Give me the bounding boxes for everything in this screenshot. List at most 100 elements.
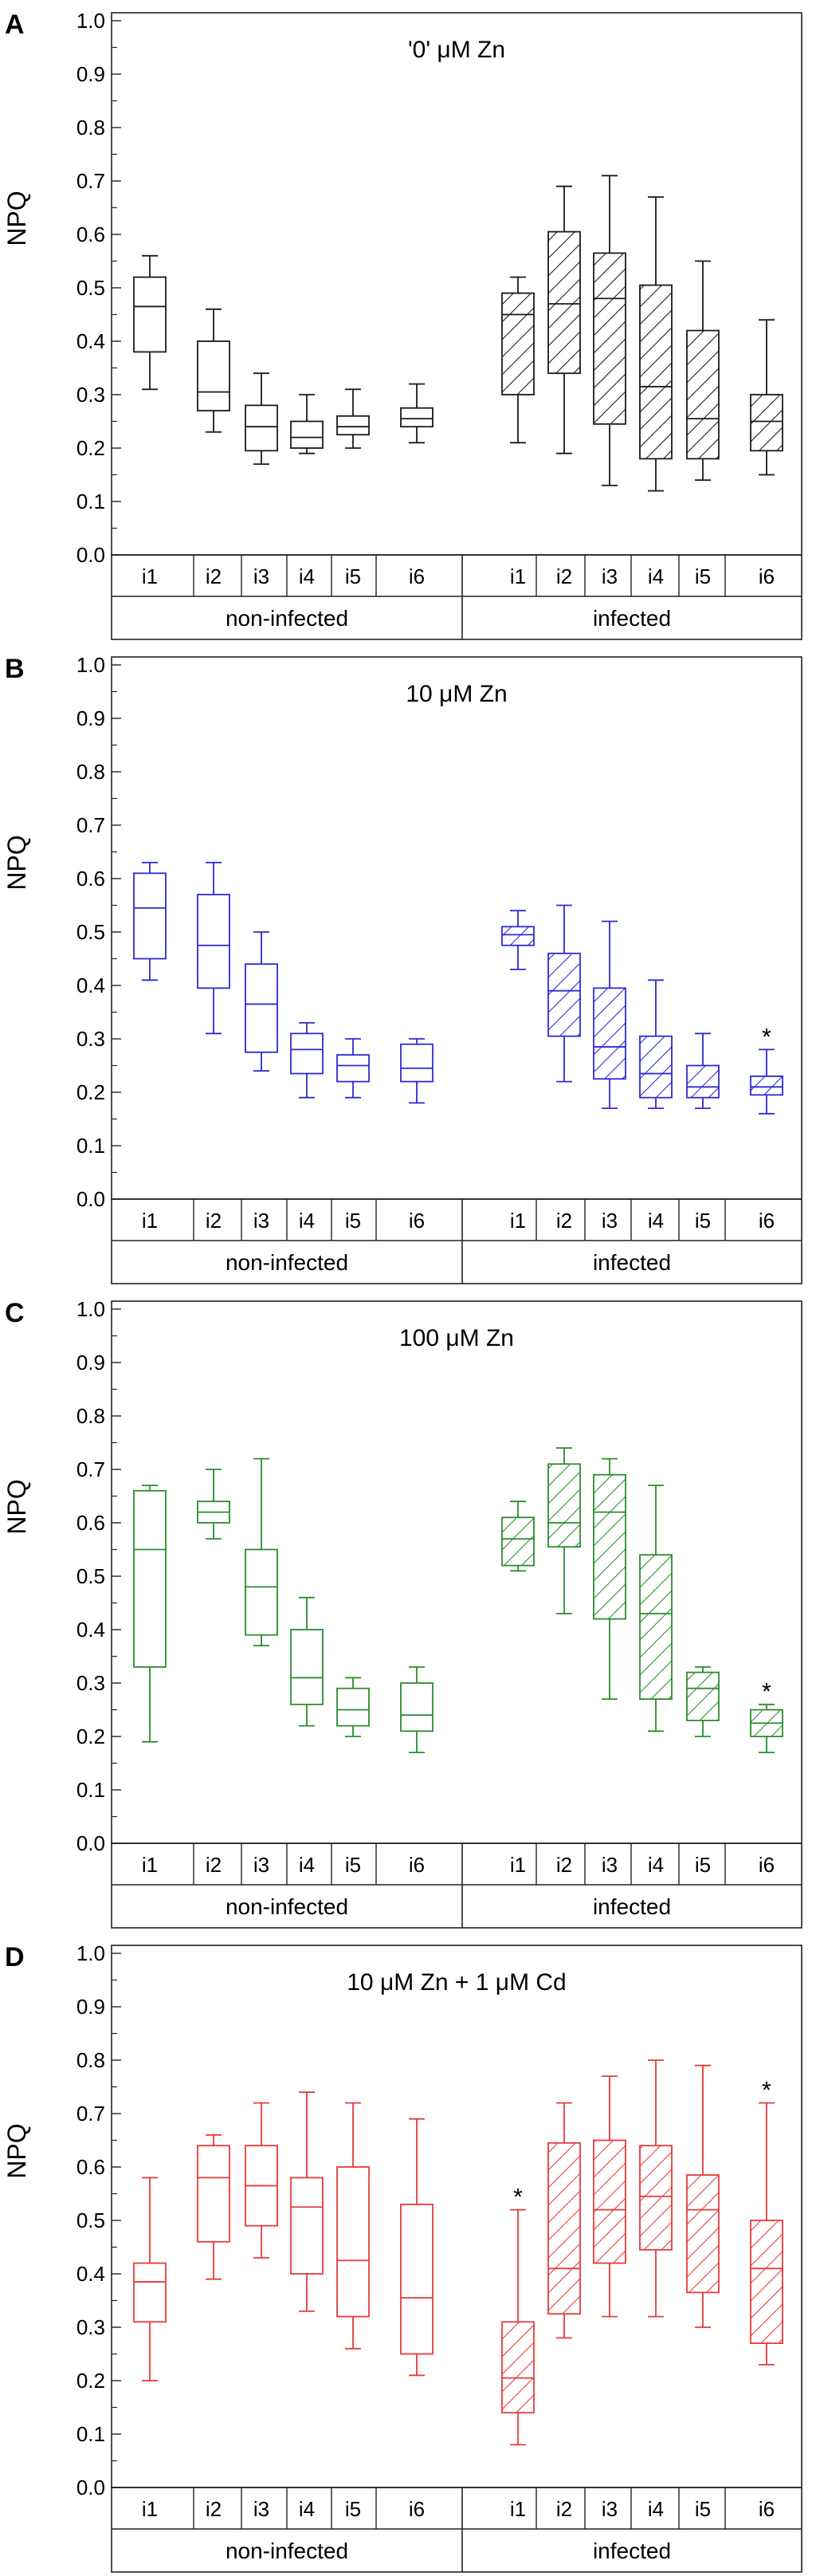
- panel-C: C NPQ 0.0 0.1 0.2 0.3 0.4 0.5 0.6 0.7 0.8 0.9 1.0 i1 i…: [2, 1297, 802, 1929]
- plot-frame: [111, 12, 802, 556]
- panel-letter-A: A: [5, 10, 25, 40]
- category-label-i6: i6: [759, 1853, 775, 1877]
- iqr-box: [290, 1032, 324, 1075]
- y-tick-label: 0.1: [76, 2422, 105, 2446]
- y-tick-label: 0.4: [76, 329, 105, 353]
- iqr-box: [501, 2321, 535, 2414]
- iqr-box: [400, 1682, 434, 1732]
- box-infected-i1: [501, 2208, 535, 2446]
- category-label-i3: i3: [602, 2497, 618, 2521]
- panel-title: 10 μM Zn: [406, 681, 507, 707]
- iqr-box: [245, 1548, 278, 1636]
- box-non-infected-i3: [245, 372, 278, 465]
- significance-marker: *: [762, 1024, 771, 1050]
- category-label-i5: i5: [695, 564, 711, 588]
- iqr-box: [336, 415, 370, 436]
- y-tick-label: 0.7: [76, 169, 105, 193]
- y-tick-label: 0.0: [76, 543, 105, 567]
- y-tick-label: 0.8: [76, 116, 105, 140]
- category-label-i2: i2: [206, 2497, 222, 2521]
- box-non-infected-i1: [133, 862, 167, 981]
- y-tick-label: 0.3: [76, 2315, 105, 2339]
- iqr-box: [547, 2141, 581, 2315]
- box-non-infected-i4: [290, 1022, 324, 1099]
- iqr-box: [750, 1076, 783, 1096]
- iqr-box: [336, 2166, 370, 2318]
- box-infected-i6: [750, 319, 783, 476]
- category-label-i1: i1: [510, 1853, 526, 1877]
- box-infected-i4: [639, 1485, 673, 1732]
- box-non-infected-i4: [290, 394, 324, 454]
- category-label-i2: i2: [556, 1853, 572, 1877]
- y-tick-label: 0.3: [76, 383, 105, 407]
- category-label-i4: i4: [299, 2497, 315, 2521]
- iqr-box: [245, 963, 278, 1053]
- x-axis-table: [111, 554, 802, 640]
- box-infected-i3: [593, 920, 626, 1109]
- y-tick-label: 0.7: [76, 813, 105, 837]
- iqr-box: [686, 1064, 720, 1099]
- category-label-i5: i5: [345, 2497, 361, 2521]
- iqr-box: [133, 2262, 167, 2323]
- box-infected-i4: [639, 979, 673, 1109]
- panel-letter-D: D: [5, 1942, 25, 1972]
- box-non-infected-i1: [133, 254, 167, 391]
- iqr-box: [400, 2203, 434, 2355]
- iqr-box: [686, 2174, 720, 2294]
- y-tick-label: 1.0: [76, 1297, 105, 1321]
- iqr-box: [593, 252, 626, 425]
- category-label-i1: i1: [142, 564, 158, 588]
- iqr-box: [547, 952, 581, 1037]
- iqr-box: [400, 1043, 434, 1083]
- y-tick-label: 0.8: [76, 2048, 105, 2072]
- iqr-box: [197, 340, 230, 411]
- y-tick-label: 0.1: [76, 1134, 105, 1158]
- box-infected-i5: [686, 1032, 720, 1109]
- y-tick-label: 1.0: [76, 653, 105, 677]
- group-label-infected: infected: [593, 1250, 671, 1275]
- y-tick-label: 0.9: [76, 1995, 105, 2019]
- category-label-i6: i6: [409, 1209, 425, 1233]
- group-label-non-infected: non-infected: [226, 1894, 348, 1919]
- y-tick-label: 0.7: [76, 1457, 105, 1481]
- box-infected-i1: [501, 910, 535, 970]
- category-label-i2: i2: [206, 1209, 222, 1233]
- y-tick-label: 0.4: [76, 2262, 105, 2286]
- y-tick-label: 0.9: [76, 62, 105, 86]
- iqr-box: [336, 1054, 370, 1083]
- box-infected-i3: [593, 1457, 626, 1701]
- panel-title: 100 μM Zn: [399, 1325, 514, 1351]
- box-infected-i6: [750, 2102, 783, 2366]
- box-non-infected-i6: [400, 2118, 434, 2377]
- y-axis-label: NPQ: [2, 835, 31, 890]
- box-non-infected-i3: [245, 931, 278, 1072]
- iqr-box: [197, 894, 230, 989]
- box-infected-i5: [686, 1666, 720, 1737]
- y-tick-label: 0.2: [76, 2369, 105, 2393]
- y-tick-label: 0.3: [76, 1671, 105, 1695]
- category-label-i3: i3: [253, 2497, 269, 2521]
- iqr-box: [245, 404, 278, 452]
- significance-marker: *: [762, 2078, 771, 2104]
- category-label-i6: i6: [759, 564, 775, 588]
- category-label-i3: i3: [602, 564, 618, 588]
- iqr-box: [501, 1516, 535, 1567]
- box-non-infected-i6: [400, 1666, 434, 1754]
- group-label-non-infected: non-infected: [226, 1250, 348, 1275]
- panel-A: A NPQ 0.0 0.1 0.2 0.3 0.4 0.5 0.6 0.7 0.8 0.9 1.0 i1 i…: [2, 9, 802, 640]
- category-label-i4: i4: [299, 564, 315, 588]
- box-infected-i2: [547, 2102, 581, 2339]
- y-tick-label: 0.7: [76, 2102, 105, 2126]
- iqr-box: [750, 394, 783, 452]
- panel-B: B NPQ 0.0 0.1 0.2 0.3 0.4 0.5 0.6 0.7 0.8 0.9 1.0 i1 i…: [2, 653, 802, 1284]
- y-tick-label: 0.9: [76, 706, 105, 730]
- y-tick-label: 0.4: [76, 973, 105, 997]
- category-label-i5: i5: [695, 1853, 711, 1877]
- category-label-i1: i1: [142, 2497, 158, 2521]
- iqr-box: [400, 407, 434, 428]
- box-infected-i1: [501, 276, 535, 444]
- box-infected-i5: [686, 2064, 720, 2328]
- panel-letter-B: B: [5, 654, 25, 684]
- iqr-box: [501, 292, 535, 395]
- x-axis-table: [111, 1198, 802, 1284]
